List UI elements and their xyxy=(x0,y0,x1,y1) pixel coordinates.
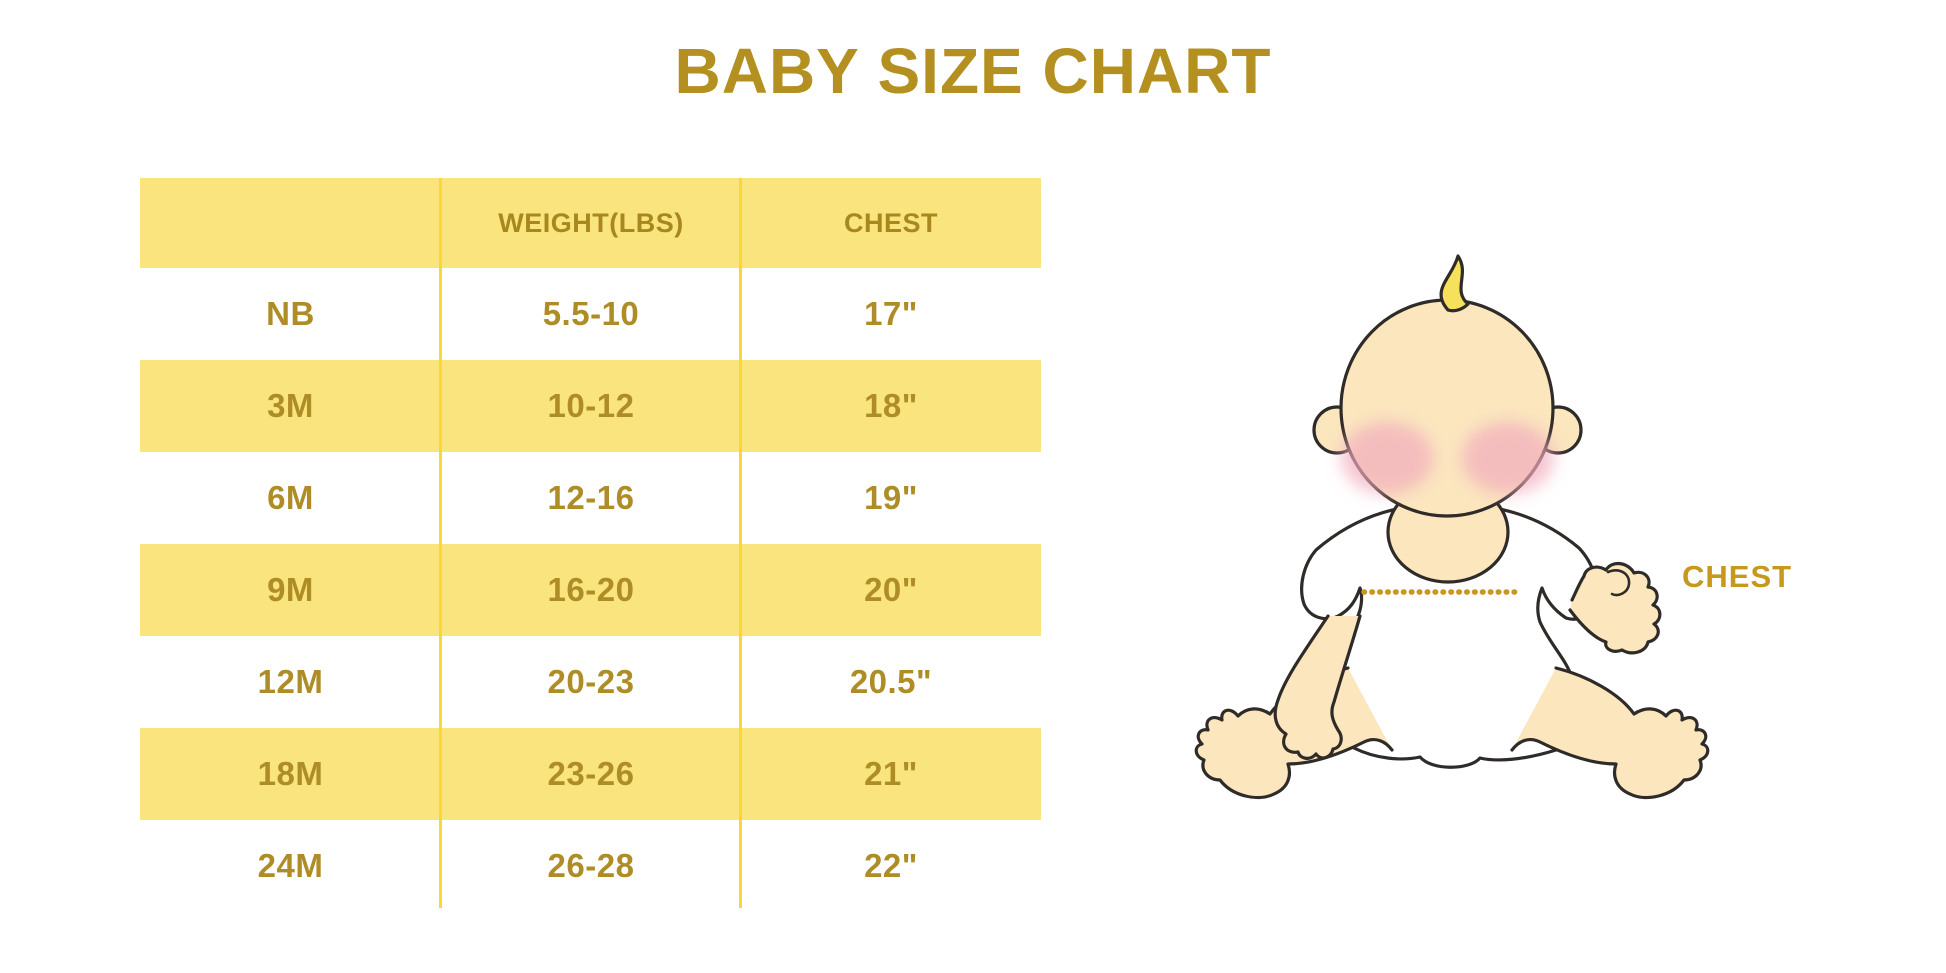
baby-hair-tuft xyxy=(1439,254,1470,313)
chest-cell: 18" xyxy=(864,387,918,424)
weight-cell: 5.5-10 xyxy=(542,295,640,332)
weight-cell: 23-26 xyxy=(547,755,635,792)
size-cell: NB xyxy=(266,295,315,332)
chest-cell: 17" xyxy=(864,295,918,332)
chest-cell: 20.5" xyxy=(849,663,933,700)
table-row: 9M 16-20 20" xyxy=(140,544,1041,636)
baby-leg-right xyxy=(1510,666,1710,800)
size-cell: 6M xyxy=(267,479,314,516)
baby-arm-right xyxy=(1568,562,1662,655)
baby-blush-right xyxy=(1462,422,1554,494)
size-table: WEIGHT(LBS) CHEST NB 5.5-10 17" 3M 10-12… xyxy=(140,178,1041,912)
baby-illustration xyxy=(1180,250,1780,810)
table-row: 3M 10-12 18" xyxy=(140,360,1041,452)
chest-cell: 19" xyxy=(864,479,918,516)
table-header-row: WEIGHT(LBS) CHEST xyxy=(140,178,1041,268)
table-row: 24M 26-28 22" xyxy=(140,820,1041,912)
baby-drawing xyxy=(1194,254,1710,800)
header-weight: WEIGHT(LBS) xyxy=(498,207,684,238)
weight-cell: 10-12 xyxy=(547,387,635,424)
chest-cell: 21" xyxy=(864,755,918,792)
weight-cell: 26-28 xyxy=(547,847,635,884)
column-divider xyxy=(739,178,742,908)
table-row: 12M 20-23 20.5" xyxy=(140,636,1041,728)
header-chest: CHEST xyxy=(843,207,938,238)
chest-cell: 20" xyxy=(864,571,918,608)
baby-blush-left xyxy=(1341,422,1433,494)
table-row: 6M 12-16 19" xyxy=(140,452,1041,544)
baby-leg-left xyxy=(1194,666,1394,800)
baby-torso xyxy=(1300,502,1599,769)
table-row: NB 5.5-10 17" xyxy=(140,268,1041,360)
chest-cell: 22" xyxy=(864,847,918,884)
baby-thumb-line xyxy=(1606,569,1631,597)
size-cell: 3M xyxy=(267,387,314,424)
size-cell: 18M xyxy=(257,755,324,792)
baby-arm-left xyxy=(1273,614,1362,760)
size-cell: 9M xyxy=(267,571,314,608)
page-title: BABY SIZE CHART xyxy=(674,35,1272,107)
size-cell: 24M xyxy=(257,847,324,884)
weight-cell: 20-23 xyxy=(547,663,635,700)
size-cell: 12M xyxy=(257,663,324,700)
chest-annotation-label: CHEST xyxy=(1682,559,1793,594)
column-divider xyxy=(439,178,442,908)
weight-cell: 12-16 xyxy=(547,479,635,516)
weight-cell: 16-20 xyxy=(547,571,635,608)
table-row: 18M 23-26 21" xyxy=(140,728,1041,820)
